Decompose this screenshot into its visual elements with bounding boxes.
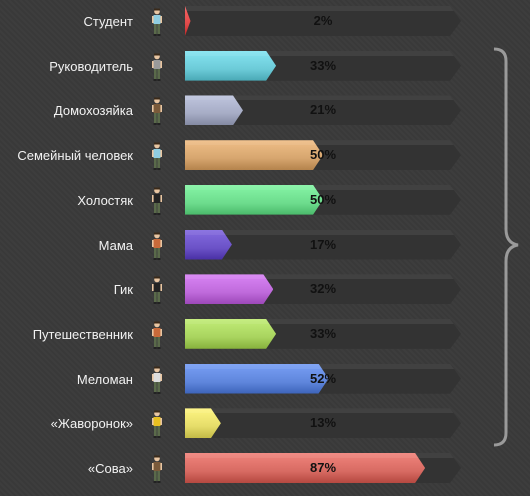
category-label: Студент	[83, 14, 133, 29]
category-label: Домохозяйка	[53, 103, 133, 119]
bar-row: Студент 2%	[0, 0, 530, 44]
person-icon	[152, 410, 162, 439]
value-label: 33%	[309, 57, 337, 73]
person-icon	[152, 232, 162, 260]
category-label: Путешественник	[32, 326, 133, 342]
value-label: 33%	[309, 325, 337, 341]
bar-row: «Жаворонок» 13%	[0, 402, 530, 446]
bar	[185, 184, 323, 215]
bar	[185, 140, 323, 171]
bar-track: 52%	[185, 363, 461, 394]
category-label: Холостяк	[77, 192, 133, 208]
bar-track: 33%	[185, 50, 461, 81]
person-icon	[152, 187, 162, 215]
value-label: 21%	[309, 102, 337, 118]
bar-highlight	[185, 184, 461, 190]
bar-row: Холостяк 50%	[0, 179, 530, 223]
bar-row: Руководитель 33%	[0, 45, 530, 89]
bar-row: Гик 32%	[0, 268, 530, 312]
person-icon	[152, 142, 162, 171]
category-label: Меломан	[76, 371, 133, 387]
bar-row: Семейный человек 50%	[0, 134, 530, 178]
value-label: 13%	[309, 415, 337, 431]
category-label: «Сова»	[87, 461, 133, 476]
bar-highlight	[185, 50, 461, 56]
bar-highlight	[185, 229, 461, 235]
bar-track: 32%	[185, 274, 461, 305]
person-icon	[152, 8, 162, 36]
person-icon	[152, 276, 162, 305]
bar	[185, 318, 277, 349]
bar-track: 2%	[185, 6, 461, 36]
bar-row: Домохозяйка 21%	[0, 89, 530, 133]
category-label: Руководитель	[49, 58, 133, 74]
bar-track: 17%	[185, 229, 461, 260]
person-icon	[152, 97, 162, 126]
category-label: Гик	[113, 282, 133, 298]
category-label: «Жаворонок»	[50, 416, 133, 432]
bar	[185, 6, 191, 36]
bar	[185, 274, 274, 305]
person-icon	[152, 366, 162, 394]
bar-track: 21%	[185, 95, 461, 126]
person-icon	[152, 455, 162, 483]
bar	[185, 229, 232, 260]
bar	[185, 363, 329, 394]
category-label: Мама	[98, 237, 133, 253]
value-label: 50%	[309, 191, 337, 207]
bar-highlight	[185, 6, 461, 11]
bar-highlight	[185, 140, 461, 146]
bar-track: 87%	[185, 453, 461, 483]
bar-highlight	[185, 453, 461, 458]
bar-track: 33%	[185, 318, 461, 349]
person-icon	[152, 53, 162, 81]
bar	[185, 95, 243, 126]
bar-row: Путешественник 33%	[0, 313, 530, 357]
bracket-icon	[493, 47, 519, 447]
bar-row: Мама 17%	[0, 224, 530, 268]
value-label: 87%	[309, 460, 337, 475]
person-icon	[152, 321, 162, 349]
value-label: 2%	[313, 13, 333, 28]
value-label: 17%	[309, 236, 337, 252]
category-label: Семейный человек	[17, 148, 133, 164]
bar-highlight	[185, 274, 461, 280]
bar-highlight	[185, 363, 461, 369]
bar-track: 13%	[185, 408, 461, 439]
bar	[185, 453, 426, 483]
bar	[185, 50, 277, 81]
value-label: 52%	[309, 370, 337, 386]
bar-row: Меломан 52%	[0, 358, 530, 402]
value-label: 50%	[309, 147, 337, 163]
bar-highlight	[185, 408, 461, 414]
value-label: 32%	[309, 281, 337, 297]
bar-row: «Сова» 87%	[0, 447, 530, 491]
bar-track: 50%	[185, 140, 461, 171]
bar-track: 50%	[185, 184, 461, 215]
bar-highlight	[185, 318, 461, 324]
bar-highlight	[185, 95, 461, 101]
